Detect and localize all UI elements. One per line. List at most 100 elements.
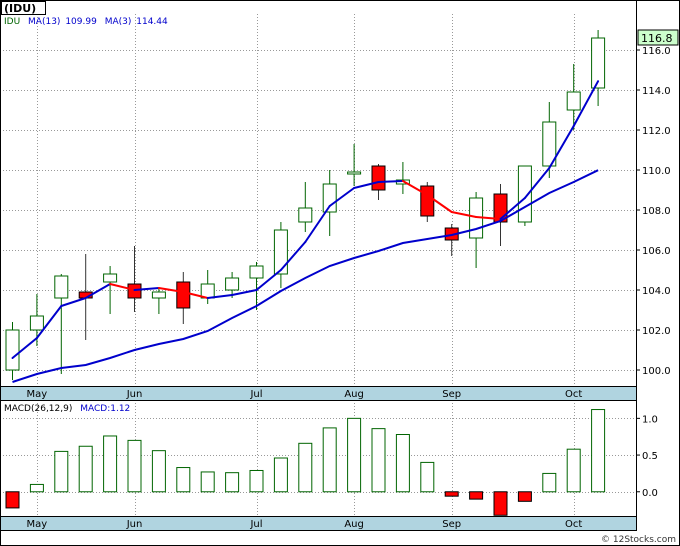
candlestick-series xyxy=(5,30,606,380)
candle-body xyxy=(420,185,435,217)
candle-body xyxy=(103,273,118,283)
macd-bar xyxy=(29,483,44,493)
macd-bar xyxy=(517,491,532,502)
macd-plot-frame xyxy=(0,400,637,517)
x-tick-label: Oct xyxy=(565,519,582,530)
x-tick-label: Sep xyxy=(442,389,461,400)
macd-x-axis-band xyxy=(0,516,637,531)
candle-body xyxy=(517,165,532,223)
candle-body xyxy=(371,165,386,191)
macd-bar xyxy=(493,491,508,516)
candle-body xyxy=(5,329,20,371)
ma3-line-segment xyxy=(499,197,526,220)
macd-bar xyxy=(5,491,20,509)
x-tick-label: Sep xyxy=(442,519,461,530)
x-tick-label: Aug xyxy=(344,389,364,400)
ma3-line-segment xyxy=(279,241,307,271)
legend-ma13-value: 109.99 xyxy=(65,17,97,27)
ma3-line-segment xyxy=(84,283,112,299)
macd-histogram xyxy=(5,409,606,516)
ma3-line-segment xyxy=(475,216,502,220)
candle-body xyxy=(151,291,166,299)
ma3-line-segment xyxy=(548,125,575,169)
candle-body xyxy=(591,37,606,89)
ma3-line-segment xyxy=(11,337,38,359)
ma3-line-segment xyxy=(426,194,453,213)
y-axis-labels: 100.0 102.0 104.0 106.0 108.0 110.0 112.0 114.0… xyxy=(636,46,671,499)
legend-ma3-label: MA(3) xyxy=(104,17,132,27)
candle-body xyxy=(54,275,69,299)
price-y-tick-label: 108.0 xyxy=(642,206,671,217)
macd-bar xyxy=(249,469,264,493)
last-price-tag: 116.8 xyxy=(637,29,679,46)
candle-body xyxy=(273,229,288,275)
ma3-line-segment xyxy=(572,80,600,127)
macd-grid xyxy=(0,400,636,516)
candle-body xyxy=(566,91,581,111)
x-tick-label: Jul xyxy=(249,519,262,530)
macd-bar xyxy=(371,428,386,493)
macd-bar xyxy=(444,491,459,497)
x-tick-label: May xyxy=(27,519,48,530)
macd-bar xyxy=(566,448,581,493)
x-tick-label: Jul xyxy=(249,389,262,400)
macd-bar xyxy=(151,450,166,493)
macd-bar xyxy=(176,467,191,493)
moving-average-lines xyxy=(11,80,600,383)
x-tick-label: Jun xyxy=(126,389,143,400)
price-x-axis-band xyxy=(0,386,637,401)
macd-y-tick-label: 0.5 xyxy=(642,451,658,462)
macd-value: MACD:1.12 xyxy=(80,404,131,414)
copyright-text: © 12Stocks.com xyxy=(601,535,676,545)
candle-body xyxy=(225,277,240,291)
ma3-line-segment xyxy=(401,180,429,196)
legend-symbol: IDU xyxy=(4,17,21,27)
last-price-tag-label: 116.8 xyxy=(641,32,673,45)
ma3-line-segment xyxy=(109,283,136,291)
candle-body xyxy=(347,171,362,175)
price-y-tick-label: 104.0 xyxy=(642,286,671,297)
macd-bar xyxy=(78,445,93,493)
price-plot-frame xyxy=(0,0,637,387)
ma3-line-segment xyxy=(255,269,282,291)
ma3-line-segment xyxy=(523,167,551,199)
x-tick-label: Oct xyxy=(565,389,582,400)
legend-ma3-value: 114.44 xyxy=(136,17,168,27)
macd-y-tick-label: 0.0 xyxy=(642,488,658,499)
macd-bar xyxy=(469,491,484,500)
price-y-tick-label: 100.0 xyxy=(642,366,671,377)
macd-bar xyxy=(103,435,118,493)
last-price-tag-box xyxy=(637,29,679,46)
macd-bar xyxy=(395,434,410,493)
ma3-line-segment xyxy=(182,291,209,299)
candle-body xyxy=(249,265,264,279)
macd-bar xyxy=(127,439,142,493)
ma3-line-segment xyxy=(328,187,356,207)
ma3-line-segment xyxy=(353,181,380,189)
legend-ma13-label: MA(13) xyxy=(28,17,61,27)
ma3-line-segment xyxy=(133,287,160,291)
ma3-line-segment xyxy=(377,180,404,183)
candle-body xyxy=(29,315,44,331)
ma3-line-segment xyxy=(60,297,87,307)
ma13-line xyxy=(12,169,599,383)
price-y-tick-label: 112.0 xyxy=(642,126,671,137)
macd-bar xyxy=(347,417,362,493)
candle-body xyxy=(298,207,313,223)
ma3-line-segment xyxy=(157,287,185,293)
macd-y-tick-label: 1.0 xyxy=(642,414,658,425)
macd-bar xyxy=(225,472,240,493)
ma3-line-segment xyxy=(231,289,258,296)
ma3-line-segment xyxy=(304,205,331,243)
price-y-tick-label: 110.0 xyxy=(642,166,671,177)
price-y-tick-label: 106.0 xyxy=(642,246,671,257)
macd-bar xyxy=(420,461,435,493)
price-y-tick-label: 116.0 xyxy=(642,46,671,57)
x-tick-label: Aug xyxy=(344,519,364,530)
price-y-tick-label: 114.0 xyxy=(642,86,671,97)
x-axis-bands: May Jun Jul Aug Sep Oct May Jun Jul Aug Sep Oct xyxy=(0,386,637,531)
macd-bar xyxy=(54,450,69,493)
ma3-line-segment xyxy=(35,305,63,339)
candle-body xyxy=(322,183,337,213)
